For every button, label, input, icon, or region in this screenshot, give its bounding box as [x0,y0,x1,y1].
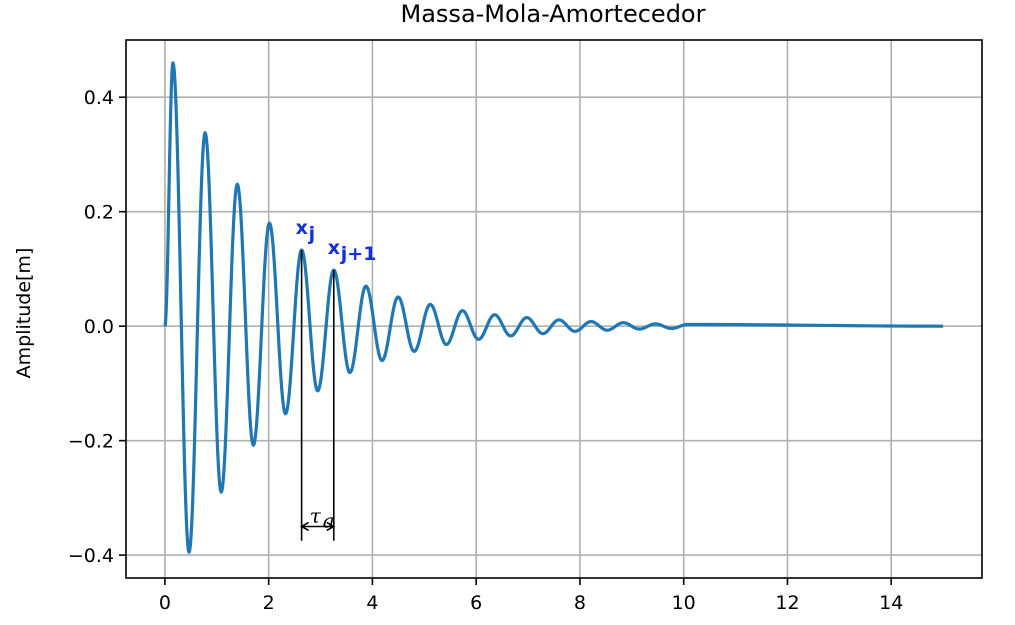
x-tick-label: 4 [366,592,378,614]
y-tick-label: −0.4 [68,545,114,567]
y-tick-label: 0.4 [84,87,114,109]
x-tick-label: 6 [470,592,482,614]
y-tick-label: −0.2 [68,431,114,453]
y-axis-label: Amplitude[m] [13,248,35,379]
chart-title: Massa-Mola-Amortecedor [401,0,706,28]
annotation-label: x [296,217,308,239]
x-tick-label: 8 [574,592,586,614]
plot-area [163,61,944,554]
annotation-label: x [328,237,340,259]
series-line [163,61,944,554]
x-tick-label: 10 [672,592,696,614]
annotations: x jx j+1τ a [296,217,377,541]
period-arrowhead-left [299,521,310,532]
x-tick-label: 12 [775,592,799,614]
y-tick-label: 0.0 [84,316,114,338]
x-tick-label: 0 [159,592,171,614]
x-tick-label: 2 [263,592,275,614]
x-tick-label: 14 [879,592,903,614]
period-arrowhead-right [326,521,336,532]
period-label: τ [310,503,322,527]
annotation-xj1: x j+1 [328,237,377,265]
y-tick-label: 0.2 [84,202,114,224]
plot-frame [125,39,983,579]
annotation-subscript: j+1 [340,243,377,265]
axis-ticks: 0 2 4 6 8 10 12 14 −0.4 −0.2 0.0 0.2 0.4 [68,87,903,614]
grid [126,40,982,578]
annotation-subscript: j [308,223,316,245]
period-subscript: a [323,508,335,532]
